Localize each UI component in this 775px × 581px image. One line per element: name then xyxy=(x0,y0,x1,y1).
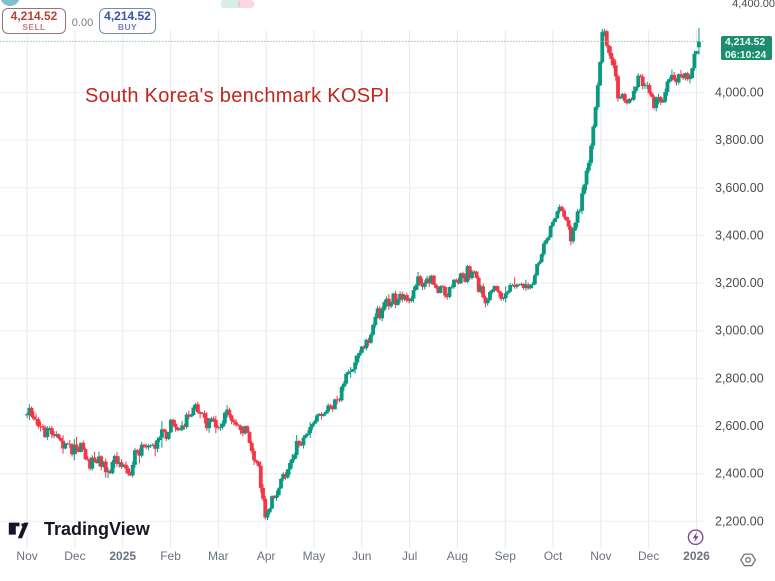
svg-text:Dec: Dec xyxy=(638,549,659,563)
svg-text:Jun: Jun xyxy=(352,549,371,563)
svg-text:3,600.00: 3,600.00 xyxy=(715,181,764,195)
svg-text:Oct: Oct xyxy=(544,549,563,563)
svg-text:2,600.00: 2,600.00 xyxy=(715,419,764,433)
svg-text:Feb: Feb xyxy=(160,549,181,563)
svg-text:Jul: Jul xyxy=(402,549,417,563)
svg-text:2,800.00: 2,800.00 xyxy=(715,371,764,385)
svg-text:South Korea's benchmark KOSPI: South Korea's benchmark KOSPI xyxy=(85,85,390,107)
svg-text:May: May xyxy=(303,549,326,563)
svg-text:3,000.00: 3,000.00 xyxy=(715,324,764,338)
svg-text:Apr: Apr xyxy=(257,549,276,563)
svg-text:4,400.00: 4,400.00 xyxy=(732,0,775,10)
svg-text:3,200.00: 3,200.00 xyxy=(715,276,764,290)
svg-text:Nov: Nov xyxy=(16,549,37,563)
svg-text:Mar: Mar xyxy=(208,549,229,563)
svg-text:Sep: Sep xyxy=(495,549,517,563)
svg-text:Aug: Aug xyxy=(447,549,468,563)
svg-text:2,400.00: 2,400.00 xyxy=(715,467,764,481)
svg-text:Nov: Nov xyxy=(590,549,611,563)
svg-text:4,000.00: 4,000.00 xyxy=(715,86,764,100)
svg-text:2,200.00: 2,200.00 xyxy=(715,514,764,528)
svg-text:Dec: Dec xyxy=(64,549,85,563)
svg-text:2026: 2026 xyxy=(683,549,710,563)
svg-text:3,400.00: 3,400.00 xyxy=(715,228,764,242)
svg-text:2025: 2025 xyxy=(109,549,136,563)
svg-text:3,800.00: 3,800.00 xyxy=(715,133,764,147)
